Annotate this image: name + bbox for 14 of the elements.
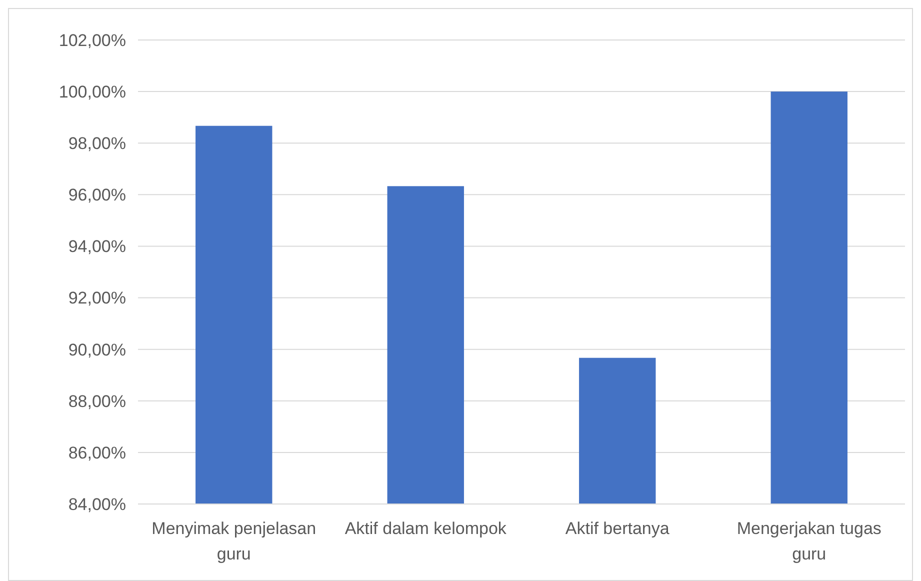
y-tick-label: 88,00% xyxy=(68,392,126,411)
y-tick-label: 92,00% xyxy=(68,288,126,308)
x-tick-label: Mengerjakan tugas guru xyxy=(736,519,882,564)
x-tick-label: Menyimak penjelasan guru xyxy=(152,519,316,564)
y-tick-label: 84,00% xyxy=(68,494,126,514)
y-tick-label: 86,00% xyxy=(68,443,126,462)
y-tick-label: 94,00% xyxy=(68,237,126,256)
y-tick-label: 98,00% xyxy=(68,134,126,154)
y-tick-label: 100,00% xyxy=(58,82,126,102)
y-tick-label: 102,00% xyxy=(58,30,126,50)
x-tick-label: Aktif dalam kelompok xyxy=(344,519,507,538)
x-tick-label: Aktif bertanya xyxy=(565,519,670,538)
y-tick-label: 90,00% xyxy=(68,340,126,360)
y-tick-label: 96,00% xyxy=(68,186,126,205)
